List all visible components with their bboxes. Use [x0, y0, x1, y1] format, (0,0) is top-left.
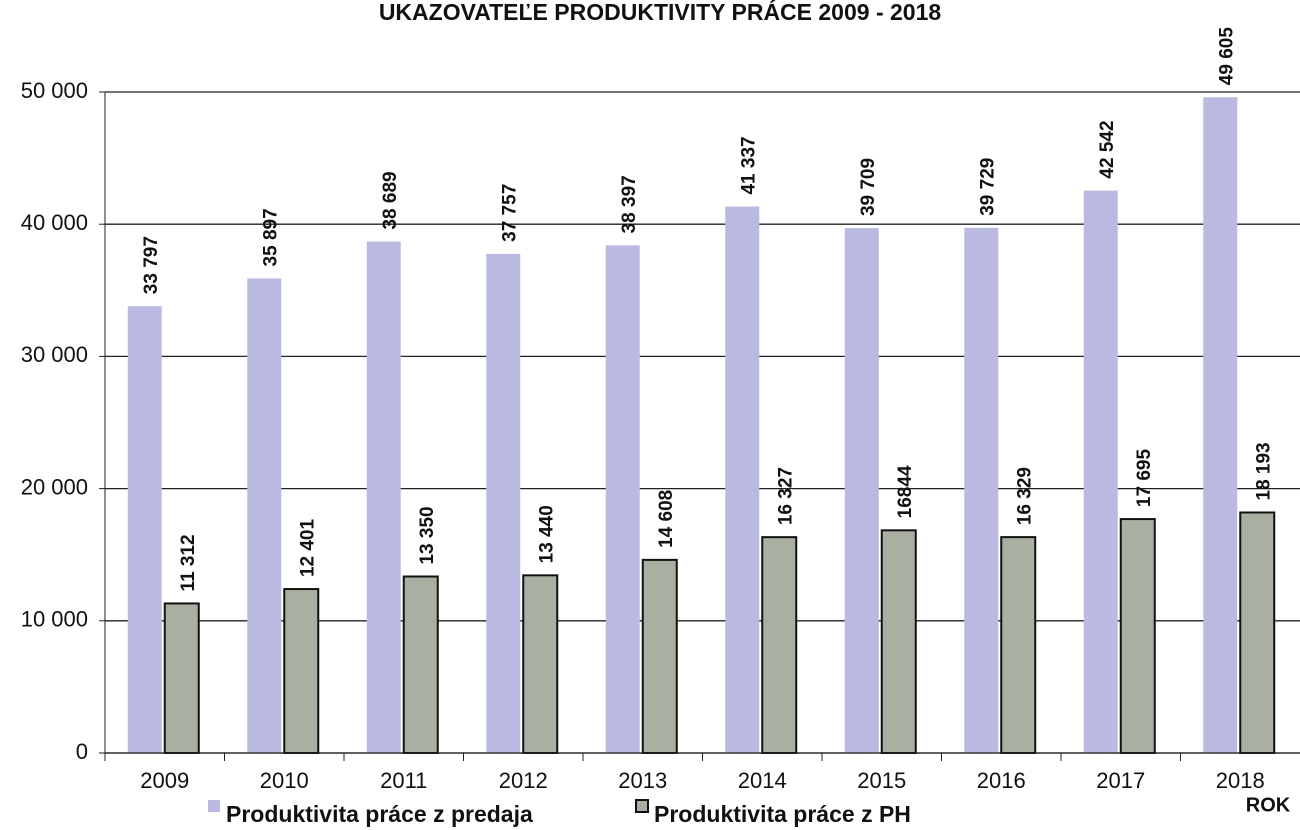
data-label: 39 709	[858, 158, 879, 216]
data-label: 38 689	[380, 171, 401, 229]
bar	[163, 602, 200, 755]
bar	[402, 575, 439, 754]
data-label: 35 897	[260, 208, 281, 266]
x-tick-label: 2012	[499, 768, 548, 793]
bar	[1119, 518, 1156, 754]
y-tick-label: 30 000	[21, 342, 88, 367]
data-label: 39 729	[977, 158, 998, 216]
data-label: 16844	[895, 465, 916, 518]
data-label: 42 542	[1097, 120, 1118, 178]
y-tick-label: 0	[76, 739, 88, 764]
data-label: 37 757	[499, 184, 520, 242]
bar	[761, 536, 798, 754]
bar	[247, 278, 282, 753]
bar	[1203, 97, 1238, 753]
x-tick-label: 2015	[857, 768, 906, 793]
data-label: 11 312	[178, 534, 199, 591]
data-label: 49 605	[1216, 27, 1237, 86]
x-tick-label: 2010	[260, 768, 309, 793]
data-label: 38 397	[619, 175, 640, 233]
x-tick-label: 2013	[618, 768, 667, 793]
y-tick-label: 40 000	[21, 210, 88, 235]
chart-title: UKAZOVATEĽE PRODUKTIVITY PRÁCE 2009 - 20…	[379, 0, 942, 25]
data-label: 13 440	[536, 505, 557, 563]
data-label: 14 608	[656, 490, 677, 548]
bar	[1239, 511, 1276, 754]
legend-label: Produktivita práce z predaja	[226, 801, 533, 827]
bar	[366, 241, 401, 753]
x-tick-label: 2011	[380, 768, 427, 793]
bar	[725, 206, 760, 754]
legend-swatch	[635, 799, 649, 813]
bar	[1000, 536, 1037, 754]
bar	[964, 227, 999, 754]
data-label: 16 327	[775, 467, 796, 525]
data-label: 18 193	[1253, 442, 1274, 500]
x-tick-label: 2018	[1216, 768, 1265, 793]
bar	[283, 588, 320, 754]
x-axis-label: ROK	[1246, 794, 1291, 816]
bar	[1083, 190, 1118, 754]
bar	[844, 228, 879, 754]
x-tick-label: 2016	[977, 768, 1026, 793]
data-label: 33 797	[141, 236, 162, 294]
y-tick-label: 50 000	[21, 78, 88, 103]
data-label: 13 350	[417, 506, 438, 564]
y-tick-label: 20 000	[21, 474, 88, 499]
data-label: 17 695	[1134, 449, 1155, 508]
data-label: 41 337	[738, 136, 759, 194]
bar	[880, 529, 917, 754]
y-tick-label: 10 000	[21, 607, 88, 632]
bar	[486, 253, 521, 753]
data-label: 12 401	[297, 519, 318, 578]
x-tick-label: 2017	[1096, 768, 1145, 793]
legend-label: Produktivita práce z PH	[654, 801, 911, 827]
x-tick-label: 2009	[140, 768, 189, 793]
bar	[127, 306, 162, 753]
bar	[641, 558, 678, 755]
bar	[605, 245, 640, 753]
data-label: 16 329	[1014, 467, 1035, 525]
bar	[522, 574, 559, 754]
legend-swatch	[208, 800, 220, 812]
x-tick-label: 2014	[738, 768, 787, 793]
